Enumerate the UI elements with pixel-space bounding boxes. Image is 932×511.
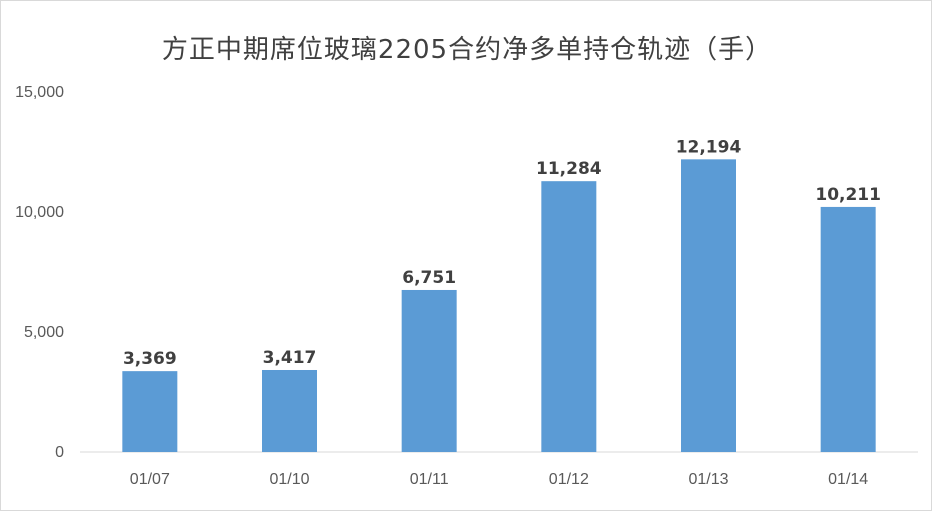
bars [122,159,876,452]
data-label: 12,194 [676,137,742,157]
x-tick-label: 01/14 [828,471,868,488]
data-labels: 3,369 3,417 6,751 11,284 12,194 10,211 [123,137,881,369]
bar [681,159,736,452]
x-tick-label: 01/10 [269,471,309,488]
bar [541,181,597,452]
x-tick-label: 01/11 [410,471,449,488]
y-tick-label: 5,000 [24,324,64,341]
y-axis-ticks: 0 5,000 10,000 15,000 [15,84,64,461]
bar [401,289,457,452]
data-label: 3,417 [263,348,317,368]
data-label: 6,751 [402,268,456,288]
data-label: 3,369 [123,349,177,369]
x-tick-label: 01/07 [130,471,170,488]
bar [262,369,317,452]
data-label: 11,284 [536,159,602,179]
x-tick-label: 01/13 [688,471,728,488]
bar [122,371,178,452]
bar [820,206,876,452]
y-tick-label: 15,000 [15,84,64,101]
data-label: 10,211 [815,185,881,205]
y-tick-label: 0 [55,444,64,461]
chart-title: 方正中期席位玻璃2205合约净多单持仓轨迹（手） [161,35,773,65]
x-tick-label: 01/12 [549,471,589,488]
y-tick-label: 10,000 [15,204,64,221]
x-axis-ticks: 01/07 01/10 01/11 01/12 01/13 01/14 [130,471,868,488]
